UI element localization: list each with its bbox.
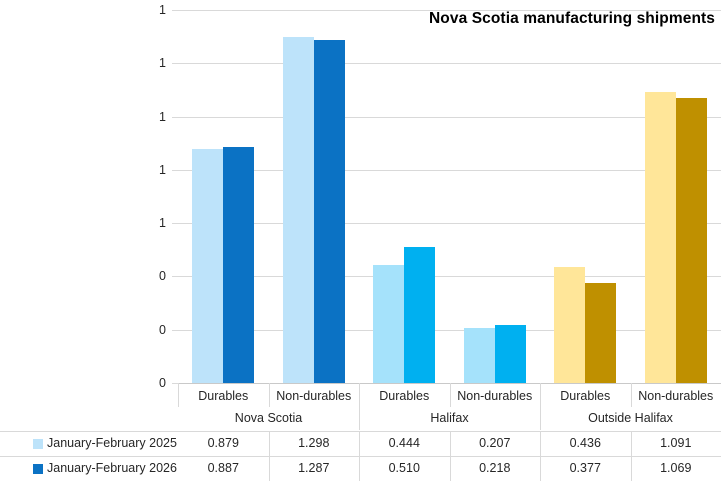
y-axis-tick-label: 0 [159,376,166,390]
table-cell: 0.887 [207,461,239,475]
table-row-separator [0,456,721,457]
category-label: Durables [379,389,430,403]
gridline [178,10,721,11]
x-axis-separator [359,383,360,430]
table-column-divider [631,431,632,481]
category-label: Non-durables [638,389,714,403]
legend-swatch-2025 [33,439,43,449]
gridline [178,330,721,331]
bar-2026-non-durables-outside-halifax [675,98,707,383]
y-axis-tick [172,63,178,70]
y-axis-tick [172,276,178,283]
y-axis-tick-label: 0 [159,269,166,283]
table-cell: 1.298 [298,436,330,450]
y-axis-tick [172,170,178,177]
group-label: Nova Scotia [234,411,303,425]
bar-2026-durables-outside-halifax [585,282,617,383]
y-axis-tick-label: 1 [159,216,166,230]
table-cell: 1.091 [660,436,692,450]
table-cell: 1.069 [660,461,692,475]
bar-2025-durables-outside-halifax [554,266,586,383]
y-axis-tick [172,223,178,230]
legend-swatch-2026 [33,464,43,474]
x-axis-separator [269,383,270,407]
bar-2025-durables-halifax [373,264,405,383]
chart-title: Nova Scotia manufacturing shipments [429,10,715,27]
y-axis-tick-label: 0 [159,323,166,337]
table-column-divider [269,431,270,481]
table-column-divider [359,431,360,481]
bar-2025-durables-nova-scotia [192,148,224,383]
bar-2025-non-durables-outside-halifax [644,92,676,383]
y-axis-tick [172,117,178,124]
y-axis-tick-label: 1 [159,3,166,17]
y-axis-tick [172,383,178,390]
table-cell: 0.436 [569,436,601,450]
gridline [178,223,721,224]
table-row-separator [0,431,721,432]
bar-2026-durables-nova-scotia [223,146,255,383]
table-cell: 0.879 [207,436,239,450]
legend-entry-2025: January-February 2025 [0,431,178,456]
group-label: Outside Halifax [588,411,673,425]
table-cell: 0.510 [388,461,420,475]
y-axis-tick-label: 1 [159,110,166,124]
gridline [178,117,721,118]
table-column-divider [450,431,451,481]
table-cell: 0.444 [388,436,420,450]
y-axis-tick-label: 1 [159,56,166,70]
bar-2026-non-durables-nova-scotia [313,40,345,383]
category-label: Durables [560,389,611,403]
x-axis-separator [540,383,541,430]
x-axis-line [178,383,721,384]
table-cell: 0.207 [479,436,511,450]
y-axis-tick [172,330,178,337]
y-axis-tick-label: 1 [159,163,166,177]
y-axis-tick [172,10,178,17]
legend-label-2026: January-February 2026 [47,461,177,475]
bar-2026-non-durables-halifax [494,324,526,383]
gridline [178,170,721,171]
legend-entry-2026: January-February 2026 [0,456,178,481]
table-cell: 0.377 [569,461,601,475]
bar-2026-durables-halifax [404,247,436,383]
bar-2025-non-durables-halifax [463,327,495,383]
x-axis-separator [450,383,451,407]
x-axis-separator [631,383,632,407]
legend-label-2025: January-February 2025 [47,436,177,450]
table-cell: 0.218 [479,461,511,475]
x-axis-separator [178,383,179,407]
table-column-divider [540,431,541,481]
bar-2025-non-durables-nova-scotia [282,37,314,383]
gridline [178,276,721,277]
group-label: Halifax [430,411,469,425]
table-cell: 1.287 [298,461,330,475]
category-label: Durables [198,389,249,403]
gridline [178,63,721,64]
category-label: Non-durables [457,389,533,403]
category-label: Non-durables [276,389,352,403]
